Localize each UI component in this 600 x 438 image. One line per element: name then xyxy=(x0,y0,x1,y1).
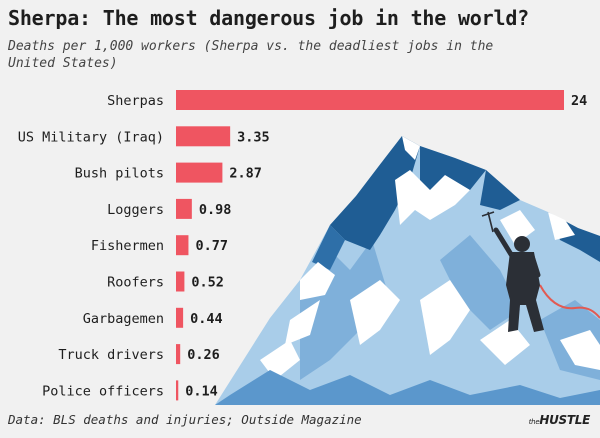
chart-subtitle: Deaths per 1,000 workers (Sherpa vs. the… xyxy=(8,39,494,71)
bar-fishermen xyxy=(176,235,189,256)
chart-title: Sherpa: The most dangerous job in the wo… xyxy=(8,6,530,30)
value-label-truck-drivers: 0.26 xyxy=(187,347,220,363)
bars-group: Sherpas 24 US Military (Iraq) 3.35 Bush pilo… xyxy=(18,90,587,401)
value-label-loggers: 0.98 xyxy=(199,202,232,218)
bar-us-military-iraq xyxy=(176,126,231,147)
value-label-bush-pilots: 2.87 xyxy=(229,166,262,182)
mountain-icon xyxy=(215,136,600,405)
value-label-sherpas: 24 xyxy=(571,93,587,109)
value-label-garbagemen: 0.44 xyxy=(190,311,223,327)
value-label-us-military-iraq: 3.35 xyxy=(237,129,270,145)
bar-police-officers xyxy=(176,380,179,401)
bar-garbagemen xyxy=(176,307,184,328)
category-label-roofers: Roofers xyxy=(107,275,164,291)
category-label-garbagemen: Garbagemen xyxy=(83,311,164,327)
brand-prefix: the xyxy=(528,418,540,426)
value-label-fishermen: 0.77 xyxy=(195,238,228,254)
bar-sherpas xyxy=(176,90,564,110)
category-label-police-officers: Police officers xyxy=(42,383,164,399)
category-label-truck-drivers: Truck drivers xyxy=(58,347,164,363)
category-label-sherpas: Sherpas xyxy=(107,93,164,109)
bar-roofers xyxy=(176,271,185,292)
value-label-roofers: 0.52 xyxy=(191,275,224,291)
bar-truck-drivers xyxy=(176,344,181,365)
bar-loggers xyxy=(176,198,192,219)
category-label-us-military-iraq: US Military (Iraq) xyxy=(18,129,164,145)
value-label-police-officers: 0.14 xyxy=(185,383,218,399)
source-note: Data: BLS deaths and injuries; Outside M… xyxy=(8,412,362,427)
brand-name: HUSTLE xyxy=(539,413,590,427)
category-label-loggers: Loggers xyxy=(107,202,164,218)
bar-bush-pilots xyxy=(176,162,223,183)
brand-logo: theHUSTLE xyxy=(528,413,591,427)
rope-icon xyxy=(539,284,600,319)
climber-icon xyxy=(481,211,544,332)
category-label-fishermen: Fishermen xyxy=(91,238,164,254)
category-label-bush-pilots: Bush pilots xyxy=(75,166,164,182)
